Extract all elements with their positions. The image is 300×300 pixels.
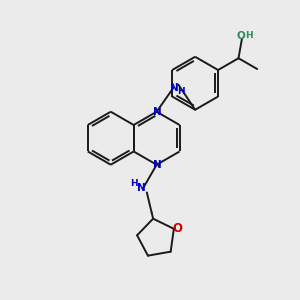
Text: H: H (130, 179, 138, 188)
Text: N: N (170, 82, 179, 93)
Text: O: O (236, 31, 245, 41)
Text: N: N (136, 182, 145, 193)
Text: N: N (153, 160, 162, 170)
Text: H: H (178, 87, 185, 96)
Text: N: N (153, 107, 162, 117)
Text: H: H (245, 32, 253, 40)
Text: O: O (173, 222, 183, 235)
